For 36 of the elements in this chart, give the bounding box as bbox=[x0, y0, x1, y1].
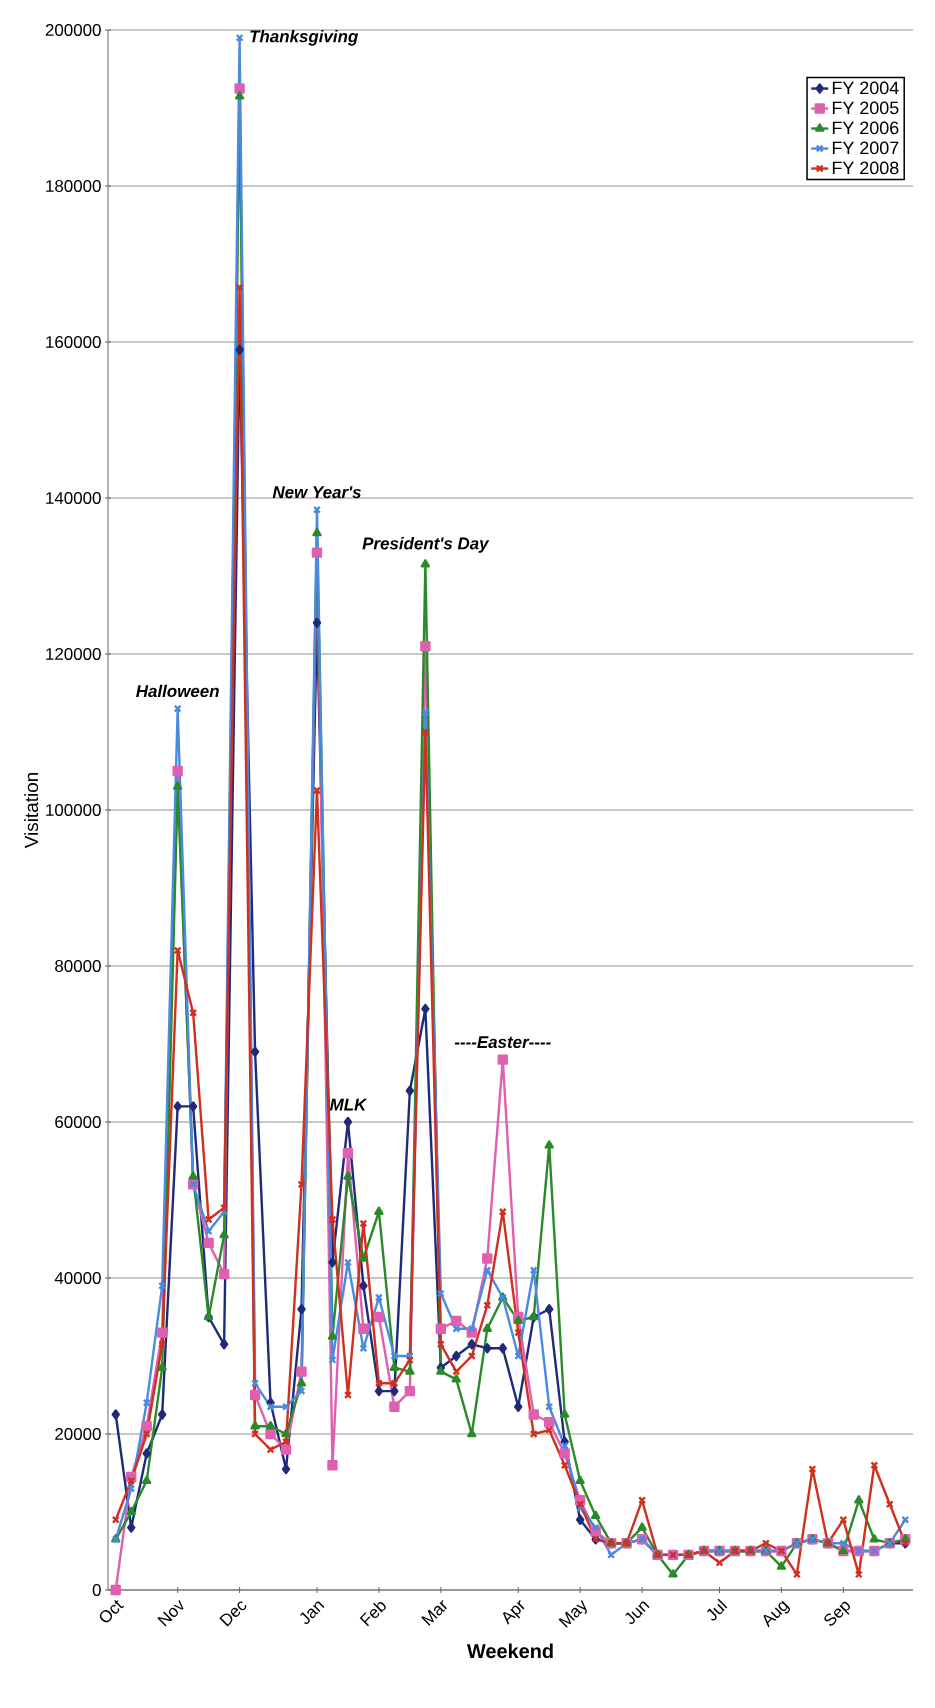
x-tick-label: Jan bbox=[300, 1601, 325, 1625]
annotation: ----Easter---- bbox=[454, 1036, 551, 1049]
y-tick-label: 140000 bbox=[46, 492, 101, 504]
legend-label: FY 2008 bbox=[832, 161, 899, 175]
y-tick-label: 160000 bbox=[46, 336, 101, 348]
x-tick-label: Aug bbox=[763, 1600, 791, 1628]
legend-label: FY 2007 bbox=[832, 141, 899, 155]
x-tick-label: Jun bbox=[625, 1601, 650, 1625]
legend-label: FY 2004 bbox=[832, 81, 899, 95]
annotation: President's Day bbox=[362, 537, 490, 553]
x-tick-label: Nov bbox=[157, 1599, 184, 1627]
y-tick-label: 0 bbox=[92, 1584, 101, 1596]
y-tick-label: 100000 bbox=[46, 804, 101, 816]
y-tick-label: 80000 bbox=[55, 960, 101, 972]
x-tick-label: Apr bbox=[502, 1600, 525, 1625]
annotation: Halloween bbox=[136, 684, 219, 698]
y-axis-title: Visitation bbox=[24, 773, 39, 849]
y-tick-label: 60000 bbox=[55, 1116, 101, 1128]
y-tick-label: 40000 bbox=[54, 1272, 101, 1284]
x-tick-label: Dec bbox=[219, 1601, 247, 1627]
x-tick-label: Feb bbox=[359, 1602, 386, 1627]
y-tick-label: 200000 bbox=[45, 24, 101, 37]
x-tick-label: Jul bbox=[707, 1598, 728, 1621]
y-tick-label: 120000 bbox=[46, 648, 101, 660]
legend-label: FY 2005 bbox=[832, 101, 899, 115]
x-tick-label: Sep bbox=[824, 1601, 850, 1626]
x-tick-label: Oct bbox=[99, 1599, 124, 1623]
x-tick-label: Mar bbox=[421, 1600, 447, 1626]
x-axis-title: Weekend bbox=[466, 1643, 553, 1659]
annotation: MLK bbox=[329, 1098, 368, 1111]
annotation: New Year's bbox=[272, 486, 361, 499]
annotation: Thanksgiving bbox=[250, 29, 358, 46]
y-tick-label: 180000 bbox=[46, 180, 101, 192]
y-tick-label: 20000 bbox=[55, 1428, 101, 1440]
legend-label: FY 2006 bbox=[832, 121, 899, 135]
x-tick-label: May bbox=[558, 1599, 587, 1628]
